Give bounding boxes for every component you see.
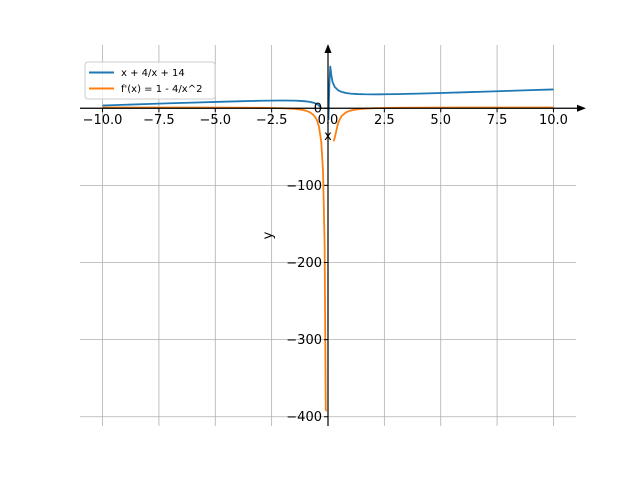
y-tick-label: −200: [286, 256, 322, 271]
y-axis-label: y: [261, 231, 276, 239]
legend-label-series-1: x + 4/x + 14: [121, 68, 185, 79]
series-1-line: [102, 99, 322, 109]
x-tick-label: 2.5: [374, 113, 395, 128]
y-tick-label: 0: [314, 102, 322, 117]
x-tick-label: 5.0: [430, 113, 451, 128]
y-tick-label: −300: [286, 333, 322, 348]
legend: x + 4/x + 14 f'(x) = 1 - 4/x^2: [84, 61, 216, 100]
y-axis-arrowhead: [324, 44, 332, 53]
x-axis-arrowhead: [577, 104, 586, 112]
x-axis-label: x: [324, 129, 332, 144]
x-tick-label: −2.5: [256, 113, 288, 128]
tick-labels: −10.0 −7.5 −5.0 −2.5 0.0 2.5 5.0 7.5 10.0 0 −100 −2…: [83, 102, 568, 426]
x-tick-label: −10.0: [83, 113, 123, 128]
x-tick-label: −5.0: [199, 113, 231, 128]
x-tick-label: 0.0: [318, 113, 339, 128]
y-tick-label: −100: [286, 179, 322, 194]
legend-label-series-2: f'(x) = 1 - 4/x^2: [121, 84, 202, 95]
x-tick-label: 10.0: [539, 113, 568, 128]
series-1-line: [327, 65, 554, 120]
axes: [80, 44, 586, 426]
y-tick-label: −400: [286, 410, 322, 425]
x-tick-label: 7.5: [487, 113, 508, 128]
x-tick-label: −7.5: [143, 113, 175, 128]
legend-box: [84, 61, 216, 100]
